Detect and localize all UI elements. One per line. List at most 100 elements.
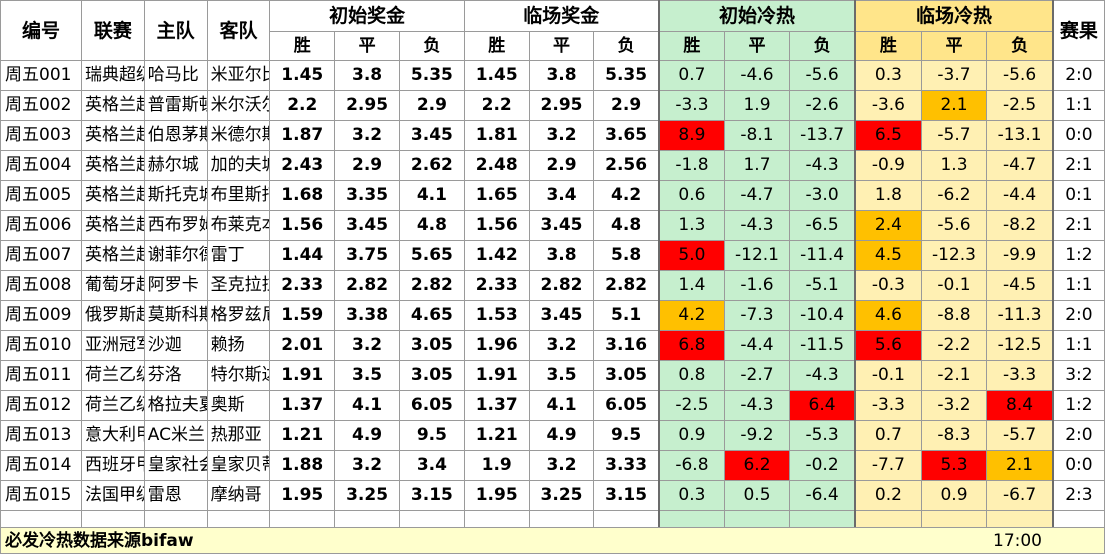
init-heat-draw-cell[interactable]: 6.2 [724, 450, 790, 481]
live-prize-win-cell[interactable]: 1.81 [463, 120, 530, 151]
live-heat-win-cell[interactable]: 6.5 [854, 120, 922, 151]
init-prize-lose-cell[interactable]: 3.4 [398, 450, 465, 481]
init-prize-draw-cell[interactable]: 3.38 [334, 300, 400, 331]
league-cell[interactable]: 英格兰超 [81, 120, 145, 151]
init-prize-win-cell[interactable]: 1.91 [269, 360, 336, 391]
init-heat-win-cell[interactable]: 6.8 [657, 330, 726, 361]
live-heat-lose-cell[interactable]: -4.7 [986, 150, 1054, 181]
away-team-cell[interactable]: 布莱克本 [206, 210, 271, 241]
live-prize-draw-cell[interactable]: 3.2 [528, 120, 595, 151]
result-cell[interactable]: 0:0 [1051, 450, 1105, 481]
live-prize-draw-cell[interactable]: 2.9 [528, 150, 595, 181]
init-prize-lose-cell[interactable]: 4.1 [398, 180, 465, 211]
init-heat-win-cell[interactable]: 0.6 [657, 180, 726, 211]
live-prize-win-cell[interactable]: 2.33 [463, 270, 530, 301]
away-team-cell[interactable]: 米亚尔比 [206, 60, 271, 91]
result-cell[interactable]: 3:2 [1051, 360, 1105, 391]
live-prize-win-cell[interactable]: 2.48 [463, 150, 530, 181]
match-id-cell[interactable]: 周五013 [0, 420, 83, 451]
init-prize-lose-cell[interactable]: 3.05 [398, 360, 465, 391]
init-prize-win-cell[interactable]: 1.87 [269, 120, 336, 151]
init-prize-win-cell[interactable]: 1.45 [269, 60, 336, 91]
live-prize-draw-cell[interactable]: 3.4 [528, 180, 595, 211]
match-id-cell[interactable]: 周五014 [0, 450, 83, 481]
result-cell[interactable]: 1:1 [1051, 90, 1105, 121]
live-prize-draw-cell[interactable]: 3.45 [528, 210, 595, 241]
subheader-lose[interactable]: 负 [788, 31, 856, 61]
subheader-draw[interactable]: 平 [334, 31, 400, 61]
live-heat-lose-cell[interactable]: -5.7 [986, 420, 1054, 451]
header-home[interactable]: 主队 [143, 0, 208, 61]
live-prize-win-cell[interactable]: 1.91 [463, 360, 530, 391]
subheader-lose[interactable]: 负 [593, 31, 660, 61]
live-prize-draw-cell[interactable]: 2.95 [528, 90, 595, 121]
live-prize-lose-cell[interactable]: 6.05 [593, 390, 660, 421]
init-heat-draw-cell[interactable]: 0.5 [724, 480, 790, 511]
subheader-draw[interactable]: 平 [724, 31, 790, 61]
init-heat-draw-cell[interactable]: -4.7 [724, 180, 790, 211]
league-cell[interactable]: 英格兰超 [81, 180, 145, 211]
live-prize-win-cell[interactable]: 1.37 [463, 390, 530, 421]
live-heat-win-cell[interactable]: 0.2 [854, 480, 922, 511]
live-prize-win-cell[interactable]: 1.56 [463, 210, 530, 241]
init-prize-draw-cell[interactable]: 2.9 [334, 150, 400, 181]
init-heat-lose-cell[interactable]: -11.5 [788, 330, 856, 361]
away-team-cell[interactable]: 热那亚 [206, 420, 271, 451]
init-prize-win-cell[interactable]: 1.56 [269, 210, 336, 241]
home-team-cell[interactable]: 西布罗姆 [143, 210, 208, 241]
away-team-cell[interactable]: 米尔沃尔 [206, 90, 271, 121]
league-cell[interactable]: 英格兰超 [81, 150, 145, 181]
init-heat-draw-cell[interactable]: -7.3 [724, 300, 790, 331]
init-heat-draw-cell[interactable]: -4.4 [724, 330, 790, 361]
init-heat-lose-cell[interactable]: -4.3 [788, 150, 856, 181]
init-prize-draw-cell[interactable]: 2.95 [334, 90, 400, 121]
live-prize-lose-cell[interactable]: 4.2 [593, 180, 660, 211]
league-cell[interactable]: 西班牙甲 [81, 450, 145, 481]
live-heat-lose-cell[interactable]: -2.5 [986, 90, 1054, 121]
init-heat-lose-cell[interactable]: -3.0 [788, 180, 856, 211]
live-prize-draw-cell[interactable]: 2.82 [528, 270, 595, 301]
init-heat-win-cell[interactable]: -1.8 [657, 150, 726, 181]
init-heat-win-cell[interactable]: 1.4 [657, 270, 726, 301]
init-prize-win-cell[interactable]: 1.37 [269, 390, 336, 421]
live-heat-draw-cell[interactable]: -3.2 [920, 390, 988, 421]
live-heat-win-cell[interactable]: 4.5 [854, 240, 922, 271]
init-prize-draw-cell[interactable]: 4.9 [334, 420, 400, 451]
live-heat-win-cell[interactable]: -3.3 [854, 390, 922, 421]
init-prize-draw-cell[interactable]: 3.25 [334, 480, 400, 511]
header-init-prize[interactable]: 初始奖金 [269, 0, 465, 32]
live-prize-draw-cell[interactable]: 4.1 [528, 390, 595, 421]
init-heat-win-cell[interactable]: 5.0 [657, 240, 726, 271]
live-prize-lose-cell[interactable]: 5.8 [593, 240, 660, 271]
init-heat-win-cell[interactable]: -6.8 [657, 450, 726, 481]
header-league[interactable]: 联赛 [81, 0, 145, 61]
match-id-cell[interactable]: 周五006 [0, 210, 83, 241]
match-id-cell[interactable]: 周五011 [0, 360, 83, 391]
init-prize-win-cell[interactable]: 1.21 [269, 420, 336, 451]
init-heat-lose-cell[interactable]: -5.6 [788, 60, 856, 91]
live-heat-lose-cell[interactable]: -11.3 [986, 300, 1054, 331]
league-cell[interactable]: 荷兰乙级 [81, 360, 145, 391]
live-heat-draw-cell[interactable]: -8.8 [920, 300, 988, 331]
match-id-cell[interactable]: 周五010 [0, 330, 83, 361]
live-heat-lose-cell[interactable]: -5.6 [986, 60, 1054, 91]
live-heat-win-cell[interactable]: 0.7 [854, 420, 922, 451]
live-prize-win-cell[interactable]: 1.53 [463, 300, 530, 331]
init-heat-draw-cell[interactable]: -4.3 [724, 210, 790, 241]
init-prize-draw-cell[interactable]: 3.2 [334, 120, 400, 151]
init-heat-win-cell[interactable]: -3.3 [657, 90, 726, 121]
match-id-cell[interactable]: 周五005 [0, 180, 83, 211]
live-heat-draw-cell[interactable]: -5.7 [920, 120, 988, 151]
subheader-win[interactable]: 胜 [657, 31, 726, 61]
away-team-cell[interactable]: 奥斯 [206, 390, 271, 421]
init-prize-win-cell[interactable]: 2.01 [269, 330, 336, 361]
live-prize-draw-cell[interactable]: 3.2 [528, 330, 595, 361]
live-prize-lose-cell[interactable]: 3.65 [593, 120, 660, 151]
init-prize-draw-cell[interactable]: 3.8 [334, 60, 400, 91]
result-cell[interactable]: 2:0 [1051, 300, 1105, 331]
subheader-win[interactable]: 胜 [269, 31, 336, 61]
home-team-cell[interactable]: 哈马比 [143, 60, 208, 91]
init-heat-draw-cell[interactable]: -8.1 [724, 120, 790, 151]
live-prize-win-cell[interactable]: 1.96 [463, 330, 530, 361]
away-team-cell[interactable]: 特尔斯达 [206, 360, 271, 391]
